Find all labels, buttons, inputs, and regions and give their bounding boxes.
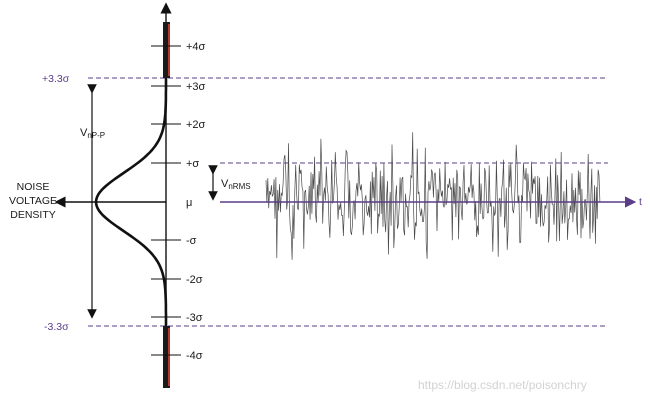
upper-bound-label: +3.3σ (42, 73, 70, 85)
side-label-line-3: DENSITY (10, 209, 56, 221)
axis-bar-bottom-red (168, 328, 170, 386)
side-label-line-1: NOISE (17, 181, 50, 193)
lower-bound-label: -3.3σ (44, 321, 69, 333)
sigma-label: -3σ (186, 312, 203, 324)
sigma-label: -4σ (186, 350, 203, 362)
sigma-label: μ (186, 197, 192, 209)
sigma-label: -σ (186, 235, 197, 247)
sigma-label: +4σ (186, 41, 206, 53)
sigma-label: +2σ (186, 119, 206, 131)
side-label-line-2: VOLTAGE (9, 195, 57, 207)
noise-waveform (265, 132, 601, 260)
sigma-label: +σ (186, 158, 199, 170)
noise-signal (265, 132, 601, 260)
sigma-labels: +4σ +3σ +2σ +σ μ -σ -2σ -3σ -4σ (186, 41, 206, 362)
axis-bar-bottom (163, 326, 170, 388)
axis-bar-top (163, 22, 170, 78)
sigma-label: -2σ (186, 274, 203, 286)
vpp-label: VnP-P (80, 127, 105, 140)
watermark: https://blog.csdn.net/poisonchry (418, 378, 587, 392)
time-axis-label: t (639, 196, 642, 208)
vrms-label: VnRMS (221, 178, 251, 191)
sigma-label: +3σ (186, 81, 206, 93)
axis-bar-top-red (168, 24, 170, 76)
